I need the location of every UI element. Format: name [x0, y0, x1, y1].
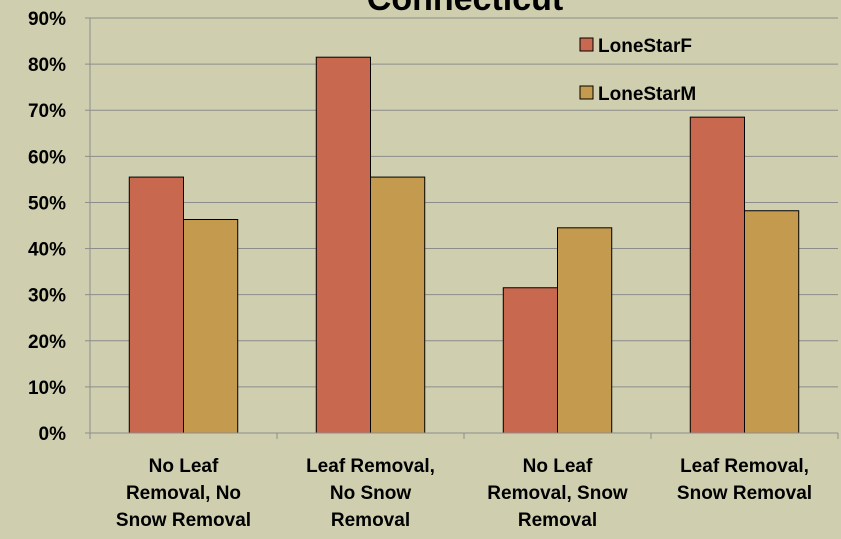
legend-swatch [579, 85, 594, 100]
x-tick-label: Leaf Removal, Snow Removal [677, 456, 812, 504]
y-tick-label: 10% [28, 378, 66, 399]
y-tick-label: 0% [39, 424, 67, 445]
bar [744, 210, 800, 434]
y-tick-label: 60% [28, 147, 66, 168]
legend-swatch [579, 37, 594, 52]
x-tick-label: No Leaf Removal, Snow Removal [487, 456, 628, 531]
legend-label: LoneStarM [598, 84, 696, 105]
y-tick-label: 50% [28, 193, 66, 214]
y-tick-label: 90% [28, 9, 66, 30]
bar [370, 176, 426, 434]
bar [502, 287, 558, 434]
bar [315, 56, 371, 434]
x-tick-label: No Leaf Removal, No Snow Removal [116, 456, 251, 531]
bar [128, 176, 185, 434]
y-tick-label: 40% [28, 240, 66, 261]
bar [183, 219, 239, 434]
legend-label: LoneStarF [598, 36, 692, 57]
y-tick-label: 20% [28, 332, 66, 353]
y-tick-label: 70% [28, 101, 66, 122]
x-tick-label: Leaf Removal, No Snow Removal [306, 456, 435, 531]
bar [689, 116, 746, 434]
y-tick-label: 80% [28, 55, 66, 76]
chart-title: Connecticut [367, 0, 563, 18]
bar [557, 227, 613, 434]
y-tick-label: 30% [28, 286, 66, 307]
